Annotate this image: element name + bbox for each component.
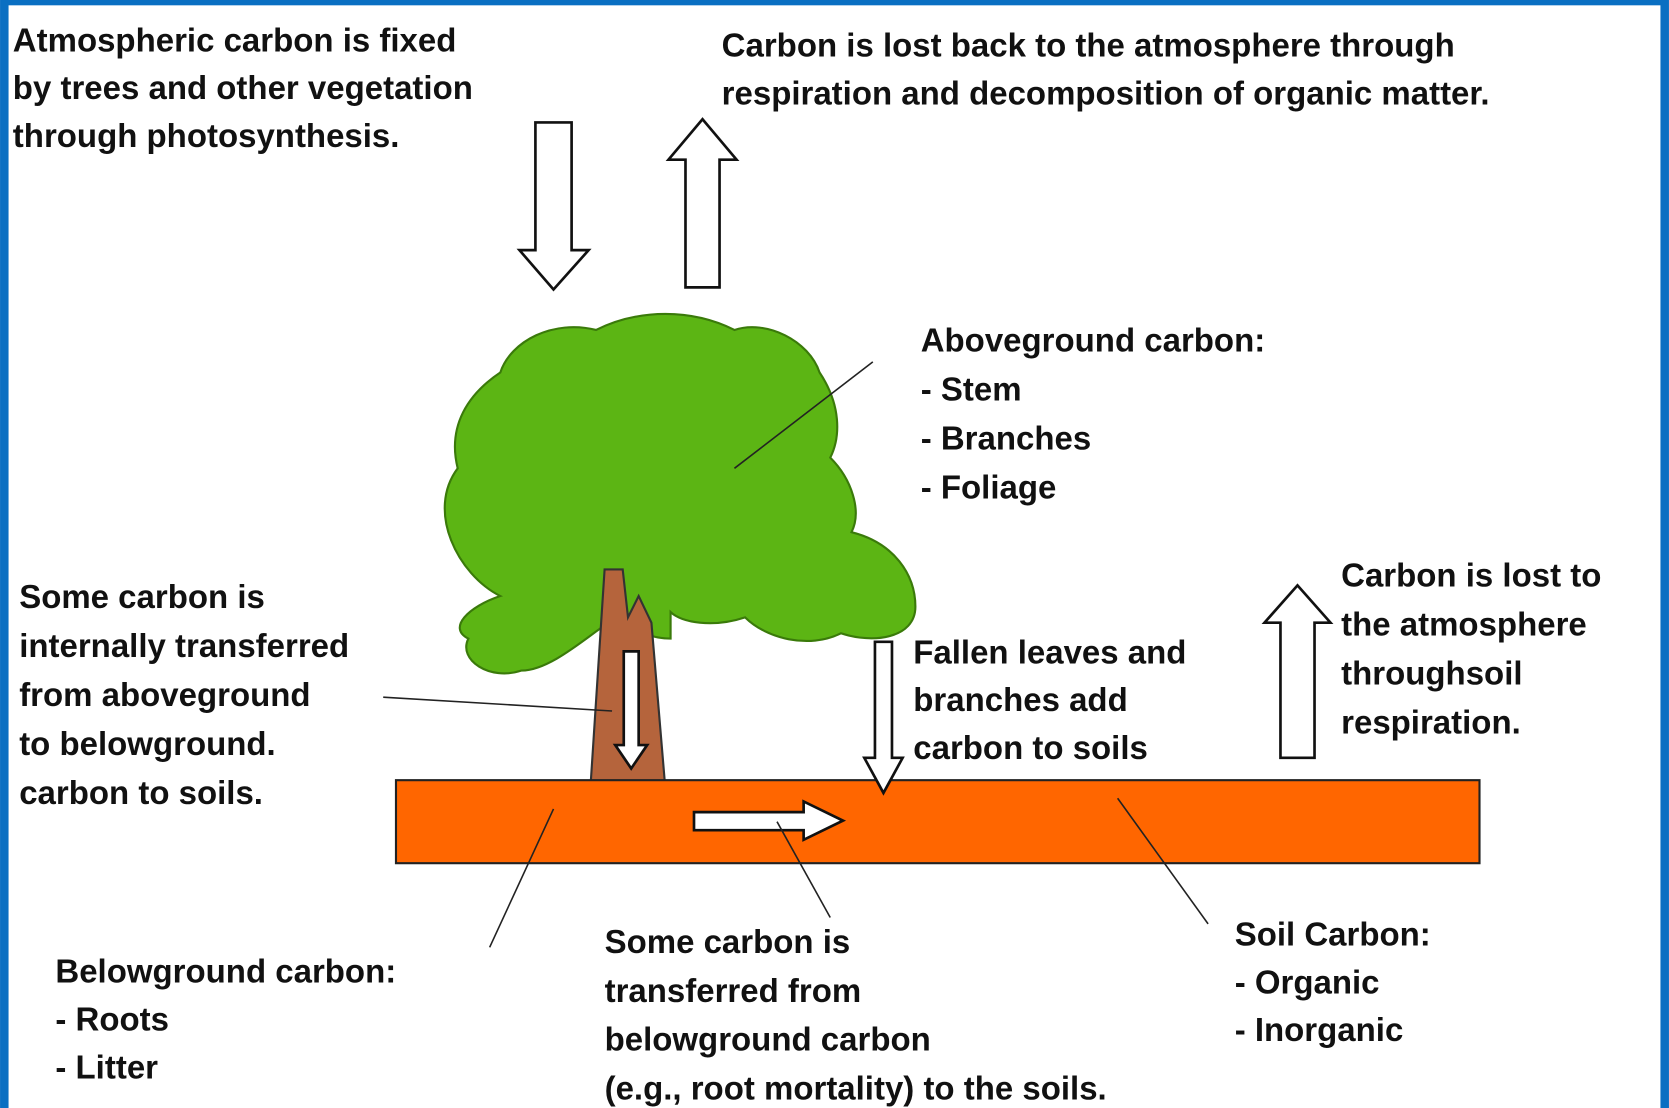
label-line: to belowground. bbox=[19, 725, 276, 762]
label-line: from aboveground bbox=[19, 676, 310, 713]
label-line: by trees and other vegetation bbox=[13, 69, 473, 106]
label-line: Carbon is lost back to the atmosphere th… bbox=[722, 27, 1455, 64]
label-line: Some carbon is bbox=[19, 578, 265, 615]
label-line: - Organic bbox=[1235, 963, 1380, 1000]
label-line: Belowground carbon: bbox=[55, 953, 396, 990]
label-line: transferred from bbox=[605, 972, 862, 1009]
label-line: respiration and decomposition of organic… bbox=[722, 75, 1490, 112]
label-line: Aboveground carbon: bbox=[921, 321, 1266, 358]
label-line: Fallen leaves and bbox=[913, 633, 1186, 670]
label-line: Some carbon is bbox=[605, 923, 851, 960]
label-line: (e.g., root mortality) to the soils. bbox=[605, 1070, 1107, 1107]
label-line: - Inorganic bbox=[1235, 1011, 1404, 1048]
label-line: internally transferred bbox=[19, 627, 349, 664]
diagram: Atmospheric carbon is fixed by trees and … bbox=[0, 0, 1669, 1108]
label-line: branches add bbox=[913, 681, 1127, 718]
soil-layer bbox=[396, 780, 1480, 863]
label-line: - Foliage bbox=[921, 468, 1057, 505]
label-line: Soil Carbon: bbox=[1235, 915, 1431, 952]
label-line: - Litter bbox=[55, 1048, 158, 1085]
label-line: respiration. bbox=[1341, 704, 1521, 741]
label-line: Atmospheric carbon is fixed bbox=[13, 21, 457, 58]
label-line: Carbon is lost to bbox=[1341, 557, 1601, 594]
label-line: through photosynthesis. bbox=[13, 117, 400, 154]
label-line: belowground carbon bbox=[605, 1021, 931, 1058]
label-line: - Branches bbox=[921, 419, 1091, 456]
label-line: - Stem bbox=[921, 370, 1022, 407]
label-line: the atmosphere bbox=[1341, 606, 1587, 643]
label-line: carbon to soils. bbox=[19, 774, 263, 811]
label-line: throughsoil bbox=[1341, 655, 1522, 692]
label-line: carbon to soils bbox=[913, 729, 1148, 766]
label-line: - Roots bbox=[55, 1001, 169, 1038]
